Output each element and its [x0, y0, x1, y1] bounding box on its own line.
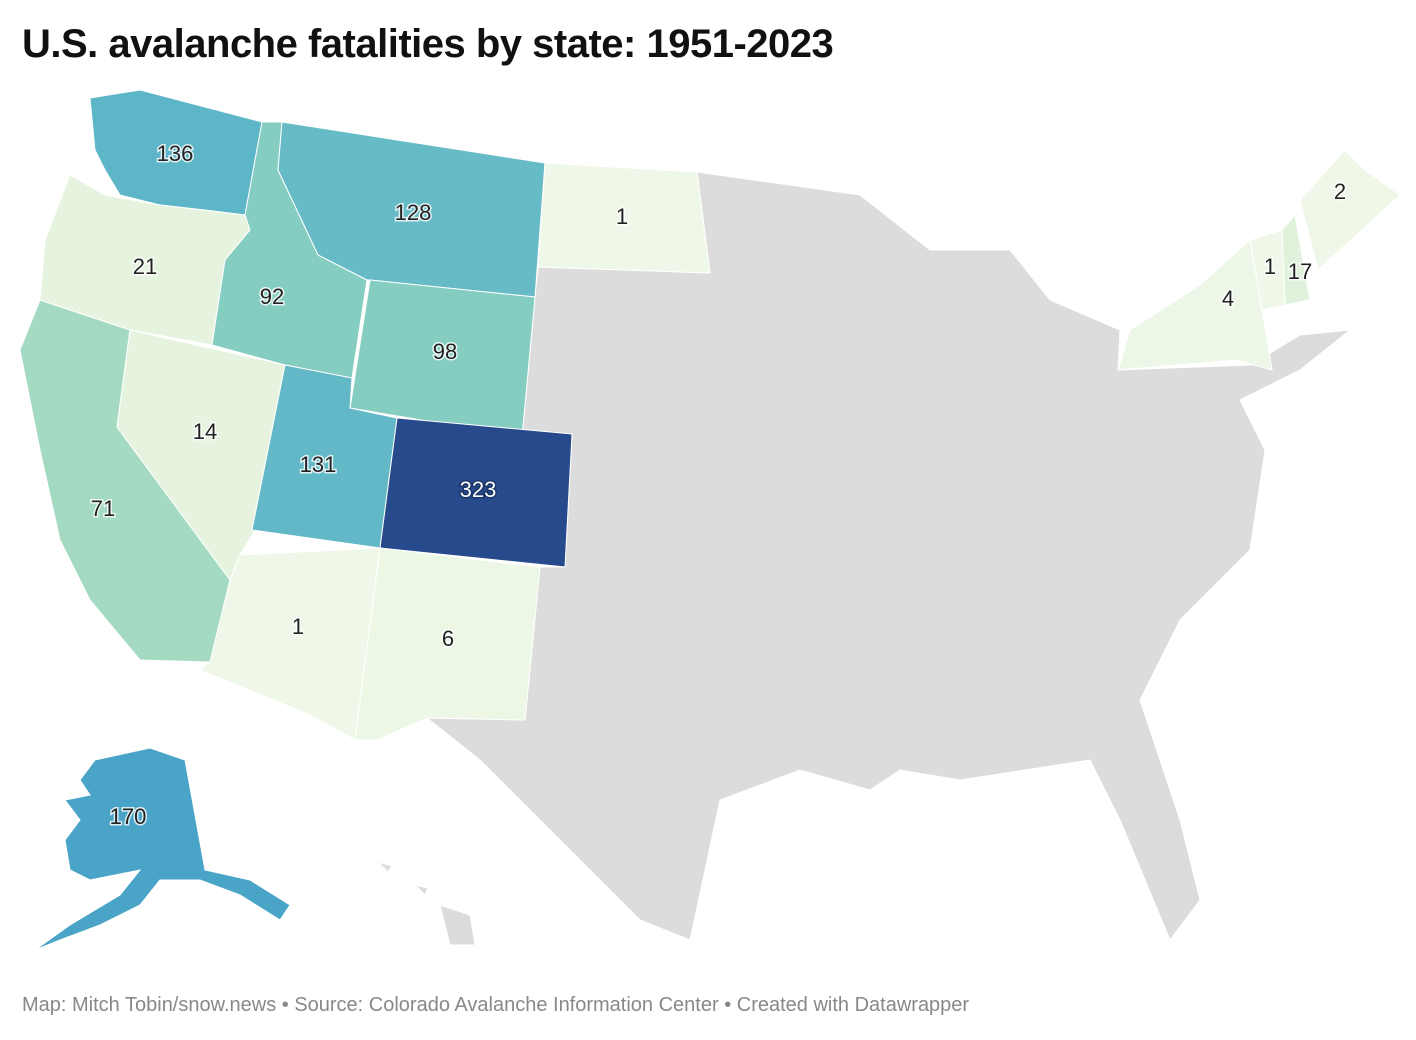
- state-value-label: 98: [433, 339, 457, 364]
- state-value-label: 128: [395, 200, 432, 225]
- state: [1117, 239, 1273, 371]
- state: [34, 747, 291, 951]
- state-value-label: 6: [442, 626, 454, 651]
- state-no-data: [376, 860, 393, 873]
- state: [537, 162, 711, 274]
- footer: Map: Mitch Tobin/snow.news • Source: Col…: [22, 994, 970, 1016]
- state-value-label: 4: [1222, 286, 1234, 311]
- state-value-label: 131: [300, 452, 337, 477]
- state-value-label: 17: [1288, 259, 1312, 284]
- state-no-data: [439, 904, 476, 946]
- state-value-label: 323: [460, 477, 497, 502]
- states: [19, 89, 1401, 951]
- state: [1299, 149, 1401, 271]
- state-value-label: 1: [1264, 254, 1276, 279]
- state: [354, 547, 541, 741]
- state-no-data: [413, 884, 429, 896]
- state-value-label: 71: [91, 496, 115, 521]
- title: U.S. avalanche fatalities by state: 1951…: [22, 22, 834, 66]
- state-value-label: 14: [193, 419, 217, 444]
- state-value-label: 136: [157, 141, 194, 166]
- state-no-data: [425, 171, 1352, 941]
- state-value-label: 1: [616, 204, 628, 229]
- state: [379, 417, 573, 568]
- base-map: [376, 171, 1352, 946]
- state-value-label: 92: [260, 284, 284, 309]
- state-value-label: 1: [292, 614, 304, 639]
- state-value-label: 2: [1334, 179, 1346, 204]
- state-value-label: 21: [133, 254, 157, 279]
- state-value-label: 170: [110, 804, 147, 829]
